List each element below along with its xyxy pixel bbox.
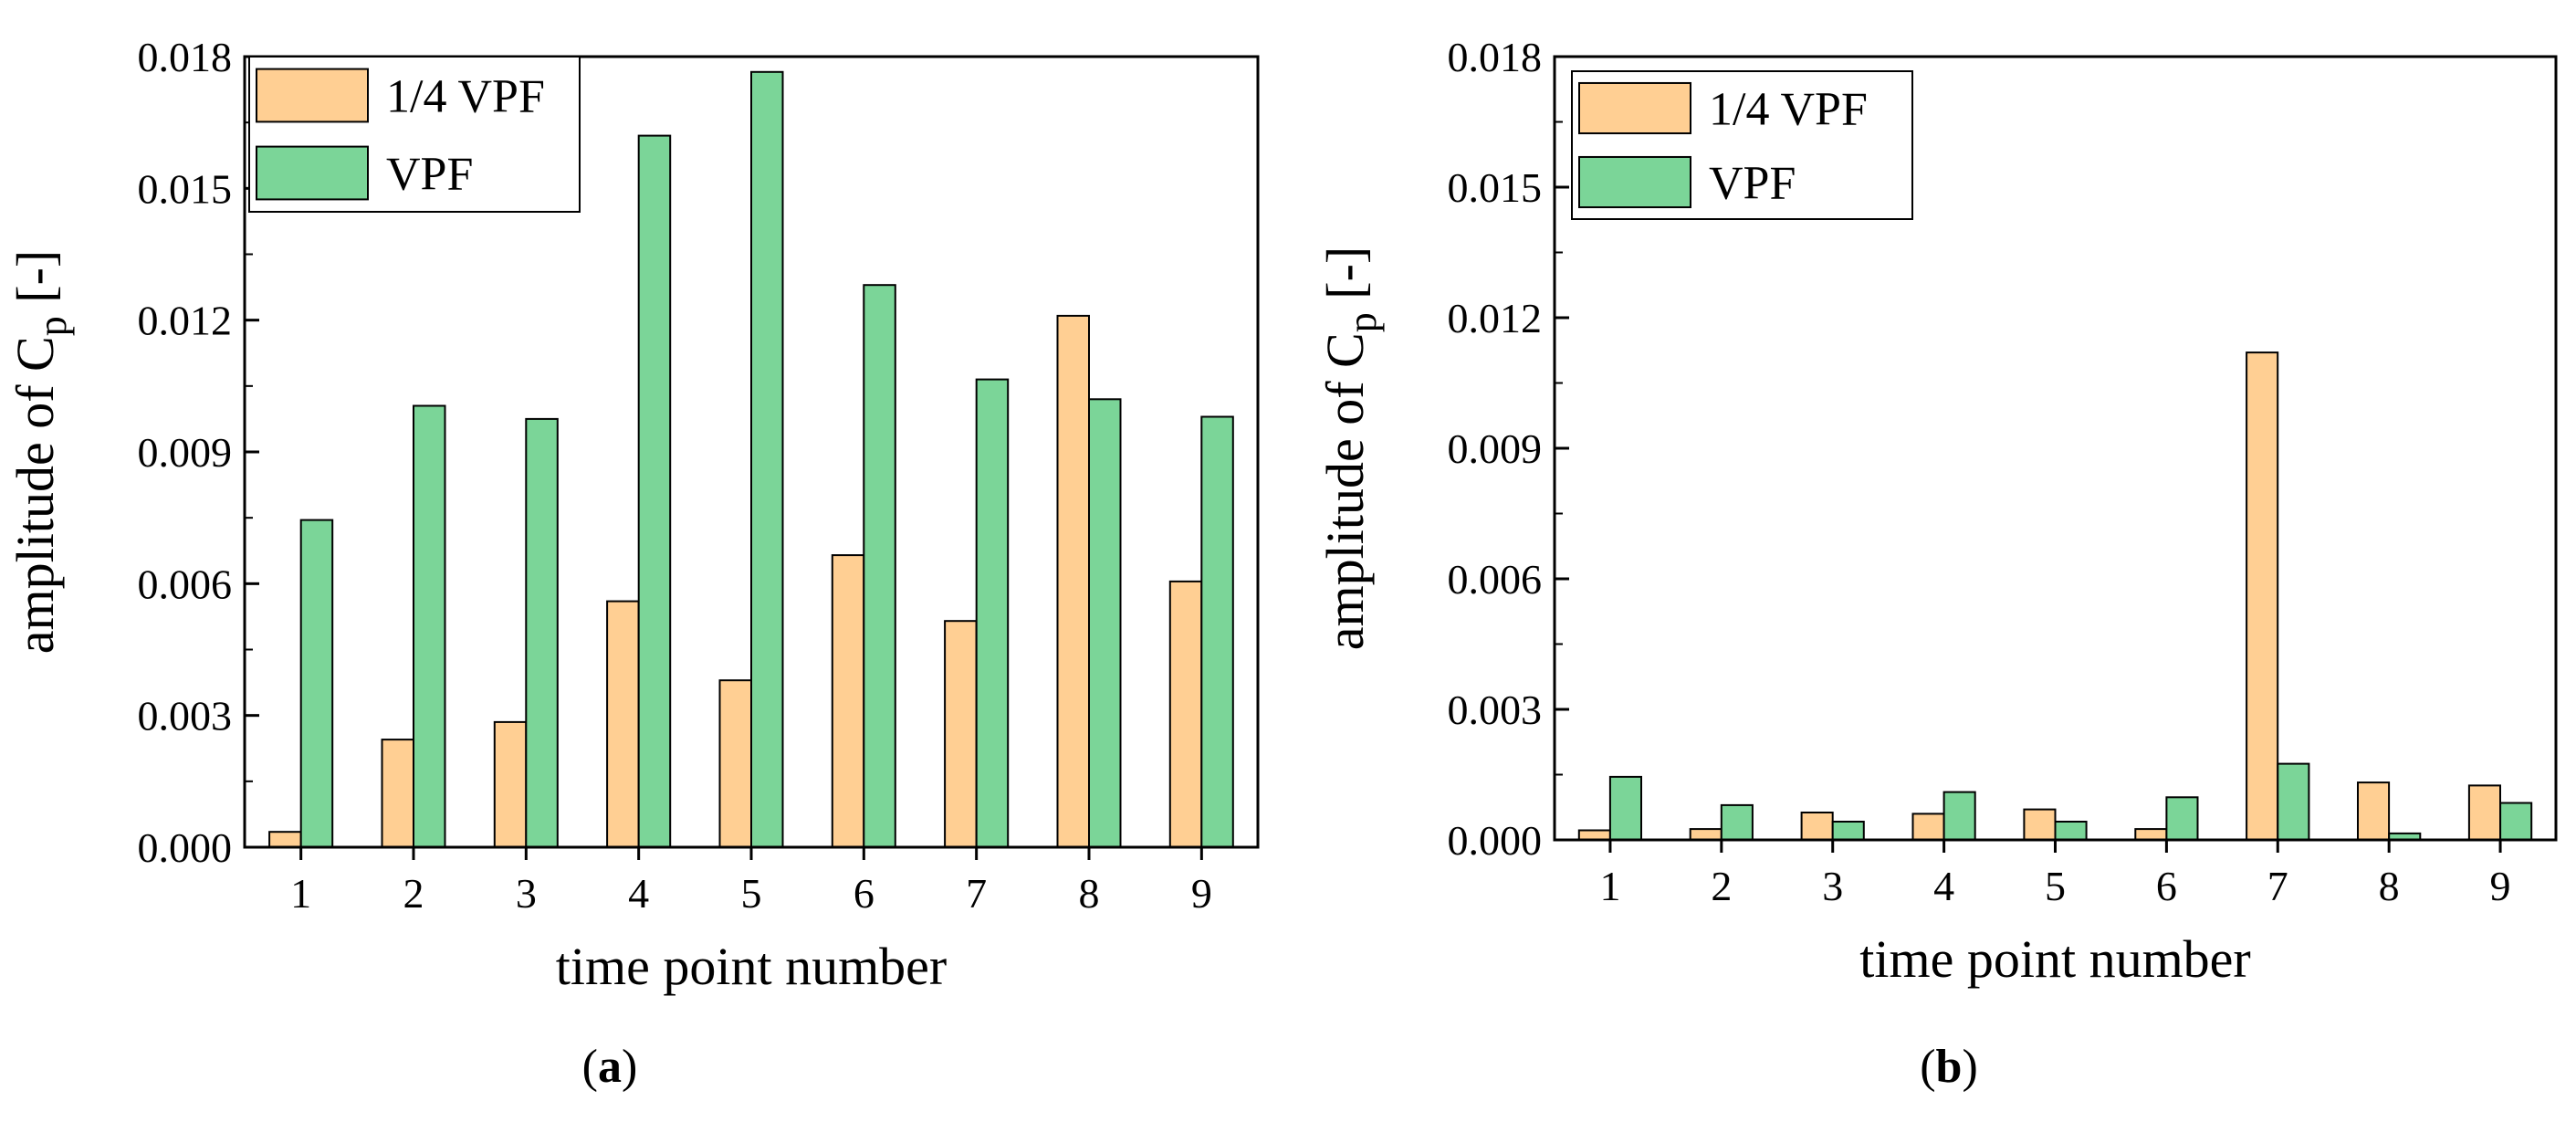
bar-vpf-1 [1608,775,1643,842]
bar-quarter-vpf-7 [944,620,978,849]
caption-open: ( [582,1041,598,1093]
panel-caption: (b) [1920,1041,1978,1093]
legend: 1/4 VPF VPF [1571,70,1913,220]
x-tick-label: 2 [403,870,424,917]
y-axis-title: amplitude of Cp [-] [1315,246,1385,650]
bar-quarter-vpf-4 [1911,813,1945,842]
y-tick-label: 0.000 [138,824,233,871]
legend: 1/4 VPF VPF [248,56,581,213]
bar-quarter-vpf-9 [2467,784,2501,842]
bar-quarter-vpf-5 [2023,808,2057,841]
y-tick-label: 0.006 [138,561,233,607]
bar-vpf-7 [975,378,1010,849]
bar-quarter-vpf-5 [718,679,752,849]
bar-quarter-vpf-9 [1168,580,1203,849]
panel-caption: (a) [582,1041,638,1093]
legend-label-quarter-vpf: 1/4 VPF [1709,84,1868,136]
y-tick-label: 0.012 [1448,295,1543,341]
y-tick-label: 0.018 [138,34,233,80]
bar-quarter-vpf-7 [2246,351,2279,842]
x-tick-label: 2 [1711,863,1732,909]
bar-quarter-vpf-8 [1056,314,1090,848]
x-tick-label: 9 [1191,870,1212,917]
x-tick-label: 4 [1933,863,1954,909]
x-tick-label: 3 [1822,863,1843,909]
x-tick-label: 6 [2156,863,2177,909]
bar-quarter-vpf-6 [831,554,865,848]
y-axis-title-suffix: [-] [1315,246,1375,312]
y-axis-title-subscript: p [1340,312,1385,332]
y-tick-label: 0.009 [1448,425,1543,472]
bar-quarter-vpf-2 [1689,828,1723,841]
caption-close: ) [622,1041,637,1093]
x-tick-label: 3 [516,870,537,917]
bar-vpf-9 [2499,802,2533,841]
bar-vpf-9 [1200,415,1234,848]
x-tick-label: 4 [628,870,649,917]
bar-vpf-5 [2054,821,2088,841]
y-tick-label: 0.009 [138,429,233,476]
x-tick-label: 7 [966,870,987,917]
bar-quarter-vpf-1 [1577,829,1611,841]
legend-label-vpf: VPF [1709,158,1796,210]
y-tick-label: 0.015 [1448,164,1543,211]
bar-vpf-2 [1720,803,1754,842]
legend-swatch-vpf [256,145,369,201]
y-axis-title-prefix: amplitude of C [1315,332,1375,650]
x-tick-label: 8 [2379,863,2400,909]
legend-label-vpf: VPF [386,149,473,201]
bar-vpf-8 [1088,398,1122,848]
y-tick-label: 0.006 [1448,556,1543,603]
bar-quarter-vpf-4 [606,600,640,848]
legend-swatch-quarter-vpf [1578,81,1691,135]
caption-letter: a [598,1041,622,1093]
chart-panel-b: 0.000 0.003 0.006 0.009 0.012 0.015 0.018 1 2 3 4 5… [1315,34,2558,1093]
x-tick-label: 6 [853,870,874,917]
x-tick-label: 8 [1079,870,1100,917]
y-tick-label: 0.015 [138,165,233,212]
caption-close: ) [1962,1041,1977,1093]
y-tick-label: 0.003 [1448,687,1543,733]
y-tick-label: 0.018 [1448,34,1543,80]
chart-panel-a: 0.000 0.003 0.006 0.009 0.012 0.015 0.018 1 2 3 4 5… [5,34,1260,1093]
bar-vpf-3 [525,417,559,848]
bar-quarter-vpf-3 [493,720,528,849]
x-tick-label: 1 [1599,863,1620,909]
y-axis-title-suffix: [-] [5,250,65,316]
y-tick-label: 0.012 [138,298,233,344]
bar-quarter-vpf-6 [2134,828,2168,841]
legend-swatch-quarter-vpf [256,68,369,123]
x-tick-label: 7 [2267,863,2288,909]
caption-open: ( [1920,1041,1935,1093]
bar-vpf-2 [413,404,446,848]
bar-vpf-4 [1942,791,1976,841]
y-tick-label: 0.003 [138,693,233,739]
bar-vpf-5 [750,70,784,849]
x-tick-label: 9 [2490,863,2511,909]
bar-quarter-vpf-8 [2357,781,2391,841]
y-axis-title: amplitude of Cp [-] [5,250,75,654]
bar-vpf-6 [2165,796,2199,841]
y-tick-label: 0.000 [1448,817,1543,864]
y-axis-title-subscript: p [30,316,75,336]
x-tick-label: 5 [2045,863,2066,909]
bar-vpf-4 [637,134,672,849]
bar-quarter-vpf-1 [268,831,302,849]
caption-letter: b [1936,1041,1963,1093]
bar-quarter-vpf-2 [381,739,414,848]
legend-label-quarter-vpf: 1/4 VPF [386,71,545,123]
x-tick-label: 1 [290,870,311,917]
bar-vpf-7 [2277,762,2310,841]
bar-vpf-3 [1831,821,1865,841]
y-axis-title-prefix: amplitude of C [5,336,65,654]
bar-vpf-6 [863,284,896,848]
bar-quarter-vpf-3 [1800,812,1834,841]
legend-swatch-vpf [1578,155,1691,209]
x-axis-title: time point number [556,937,948,996]
x-axis-title: time point number [1859,929,2251,989]
x-tick-label: 5 [741,870,762,917]
bar-vpf-1 [299,519,334,848]
